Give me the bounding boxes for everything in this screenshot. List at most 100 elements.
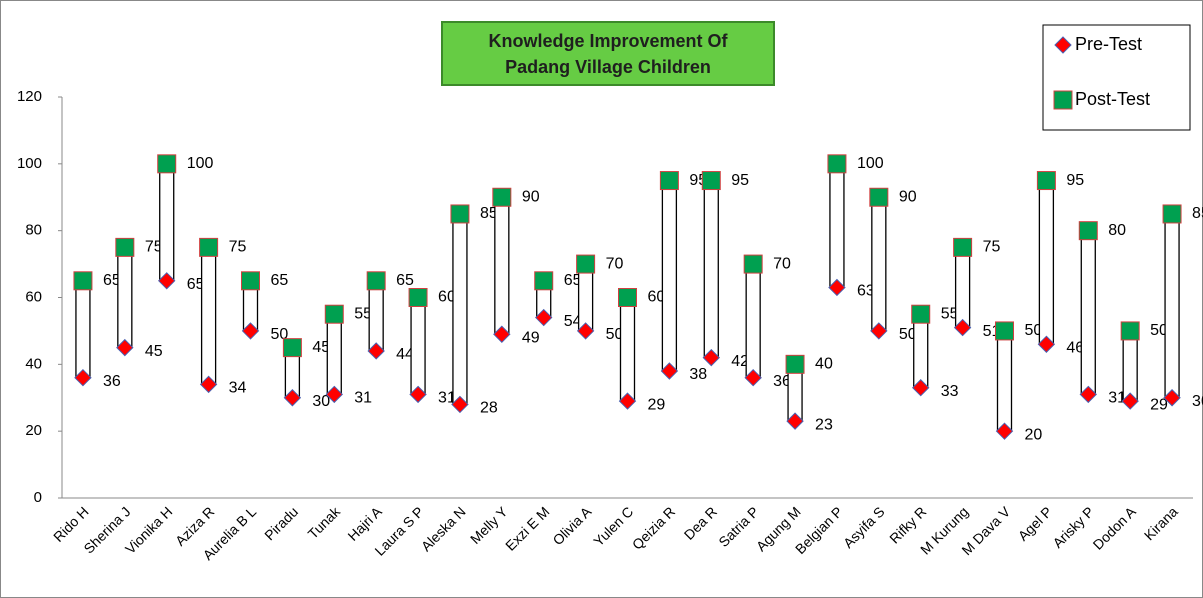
pre-marker (367, 342, 385, 360)
pre-marker (199, 375, 218, 394)
value-label: 65 (187, 276, 205, 293)
value-label: 85 (480, 205, 498, 222)
range-bar (452, 213, 468, 406)
value-label: 60 (438, 289, 456, 306)
value-label: 50 (606, 326, 624, 343)
value-label: 70 (606, 255, 624, 272)
value-label: 90 (522, 188, 540, 205)
range-bar (117, 246, 133, 349)
value-label: 55 (354, 305, 372, 322)
post-marker (408, 288, 428, 307)
value-label: 36 (103, 373, 121, 390)
post-marker (1162, 204, 1182, 224)
post-marker (785, 354, 805, 374)
value-label: 30 (312, 393, 330, 410)
post-marker (534, 271, 554, 291)
value-label: 65 (103, 272, 121, 289)
range-bar (1038, 179, 1055, 345)
post-marker (995, 321, 1014, 341)
pre-marker (451, 395, 469, 414)
pre-marker (158, 272, 176, 290)
post-marker (115, 237, 135, 257)
legend-label: Post-Test (1075, 89, 1150, 109)
pre-marker (116, 338, 134, 357)
value-label: 100 (187, 155, 214, 172)
post-marker (1053, 90, 1073, 110)
value-label: 23 (815, 416, 833, 433)
value-label: 31 (438, 390, 456, 407)
post-marker (366, 271, 386, 291)
pre-marker (870, 322, 888, 340)
y-tick-label: 100 (17, 155, 42, 172)
range-bar (326, 313, 342, 396)
range-bar (1164, 213, 1180, 399)
value-label: 45 (312, 339, 330, 356)
y-tick-label: 120 (17, 88, 42, 105)
value-label: 75 (983, 239, 1001, 256)
post-marker (869, 187, 889, 207)
pre-marker (786, 412, 804, 430)
value-label: 49 (522, 329, 540, 346)
value-label: 75 (145, 239, 163, 256)
range-bar (619, 296, 636, 402)
value-label: 54 (564, 313, 582, 330)
pre-marker (1079, 385, 1097, 404)
value-label: 28 (480, 400, 498, 417)
pre-marker (283, 389, 302, 407)
pre-marker (995, 422, 1014, 440)
value-label: 44 (396, 346, 414, 363)
range-bar (410, 296, 426, 396)
range-bar (75, 280, 91, 379)
post-marker (743, 254, 763, 274)
range-bar (996, 330, 1013, 432)
range-bar (829, 163, 845, 289)
pre-marker (702, 348, 720, 367)
range-bar (577, 263, 594, 332)
value-label: 75 (229, 239, 247, 256)
value-label: 90 (899, 188, 917, 205)
range-bar (1122, 330, 1138, 402)
range-bar (368, 280, 384, 352)
value-label: 36 (773, 373, 791, 390)
pre-marker (535, 308, 553, 327)
value-label: 65 (271, 272, 289, 289)
post-marker (618, 288, 637, 307)
pre-marker (953, 318, 972, 337)
value-label: 55 (941, 305, 959, 322)
range-bar (200, 246, 217, 386)
value-label: 60 (648, 289, 666, 306)
y-tick-label: 0 (34, 489, 42, 506)
value-label: 65 (396, 272, 414, 289)
range-bar (1080, 230, 1096, 396)
range-bar (745, 263, 761, 379)
post-marker (241, 271, 260, 291)
pre-marker (912, 379, 930, 397)
value-label: 31 (1108, 390, 1126, 407)
pre-marker (325, 385, 343, 404)
chart-title: Knowledge Improvement Of Padang Village … (441, 21, 775, 86)
value-label: 45 (145, 343, 163, 360)
value-label: 34 (229, 380, 247, 397)
pre-marker (74, 368, 92, 387)
value-label: 33 (941, 383, 959, 400)
value-label: 20 (1025, 426, 1043, 443)
pre-marker (493, 325, 511, 343)
post-marker (576, 254, 596, 274)
pre-marker (660, 362, 679, 380)
y-tick-label: 40 (25, 355, 42, 372)
pre-marker (828, 278, 846, 297)
value-label: 95 (731, 172, 749, 189)
y-tick-label: 80 (25, 222, 42, 239)
value-label: 40 (815, 356, 833, 373)
value-label: 30 (1192, 393, 1203, 410)
range-bar (871, 196, 887, 332)
legend-label: Pre-Test (1075, 34, 1142, 54)
post-marker (324, 304, 344, 324)
pre-marker (576, 322, 595, 340)
value-label: 63 (857, 283, 875, 300)
value-label: 42 (731, 353, 749, 370)
value-label: 46 (1066, 340, 1084, 357)
